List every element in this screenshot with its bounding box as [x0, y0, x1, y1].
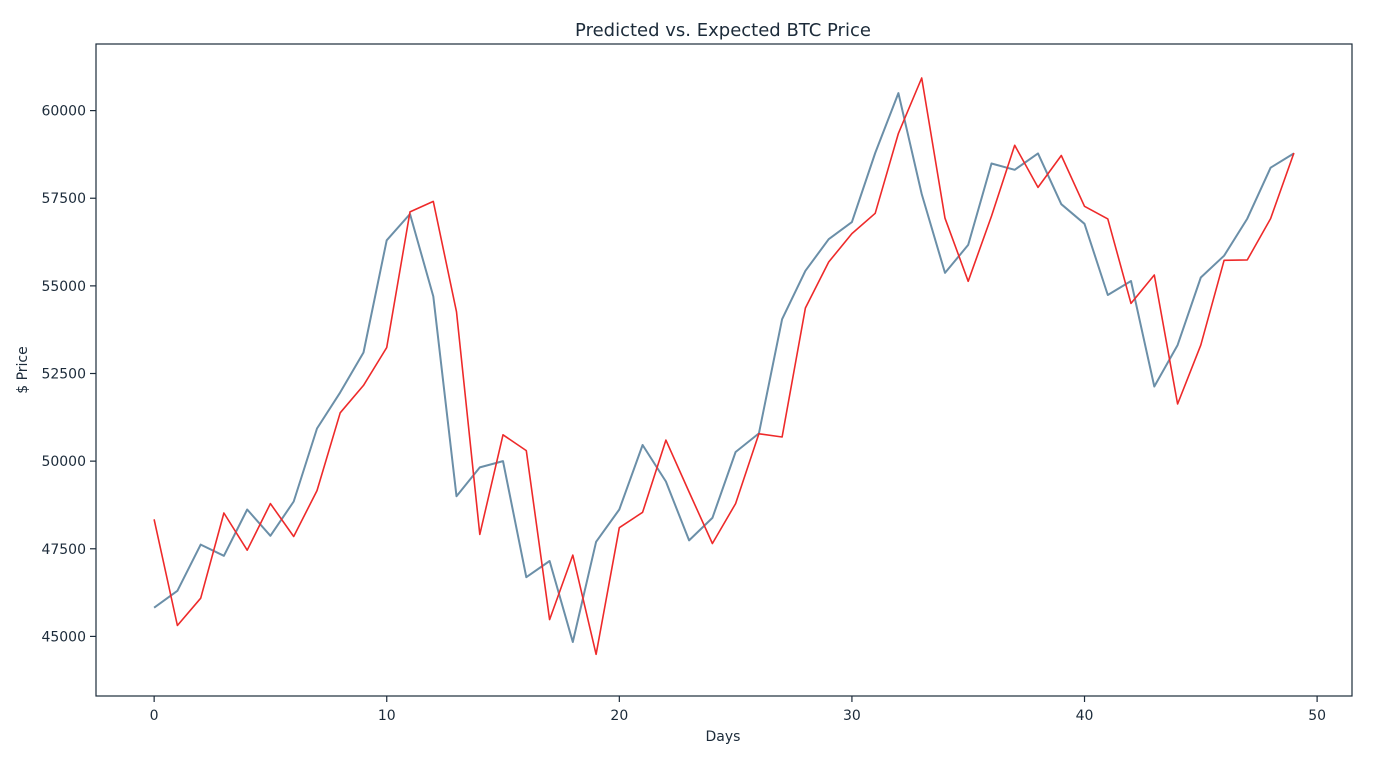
y-axis: 45000 47500 50000 52500 55000 57500 60000 — [41, 104, 96, 645]
x-tick-label: 0 — [150, 708, 159, 724]
y-tick-label: 50000 — [41, 454, 86, 470]
y-tick-label: 60000 — [41, 104, 86, 120]
series-line-1 — [153, 77, 1295, 656]
y-tick-label: 55000 — [41, 279, 86, 295]
y-axis-label: $ Price — [15, 346, 31, 394]
series-line-0 — [153, 92, 1295, 643]
x-axis: 0 10 20 30 40 50 — [150, 696, 1326, 724]
x-tick-label: 30 — [843, 708, 861, 724]
y-tick-label: 47500 — [41, 542, 86, 558]
y-tick-label: 52500 — [41, 367, 86, 383]
x-tick-label: 40 — [1076, 708, 1094, 724]
x-tick-label: 10 — [378, 708, 396, 724]
x-axis-label: Days — [706, 729, 741, 745]
chart-title: Predicted vs. Expected BTC Price — [575, 20, 871, 41]
plot-area — [153, 77, 1295, 656]
plot-frame — [95, 43, 1353, 697]
y-tick-label: 57500 — [41, 191, 86, 207]
y-tick-label: 45000 — [41, 629, 86, 645]
x-tick-label: 50 — [1308, 708, 1326, 724]
x-tick-label: 20 — [610, 708, 628, 724]
